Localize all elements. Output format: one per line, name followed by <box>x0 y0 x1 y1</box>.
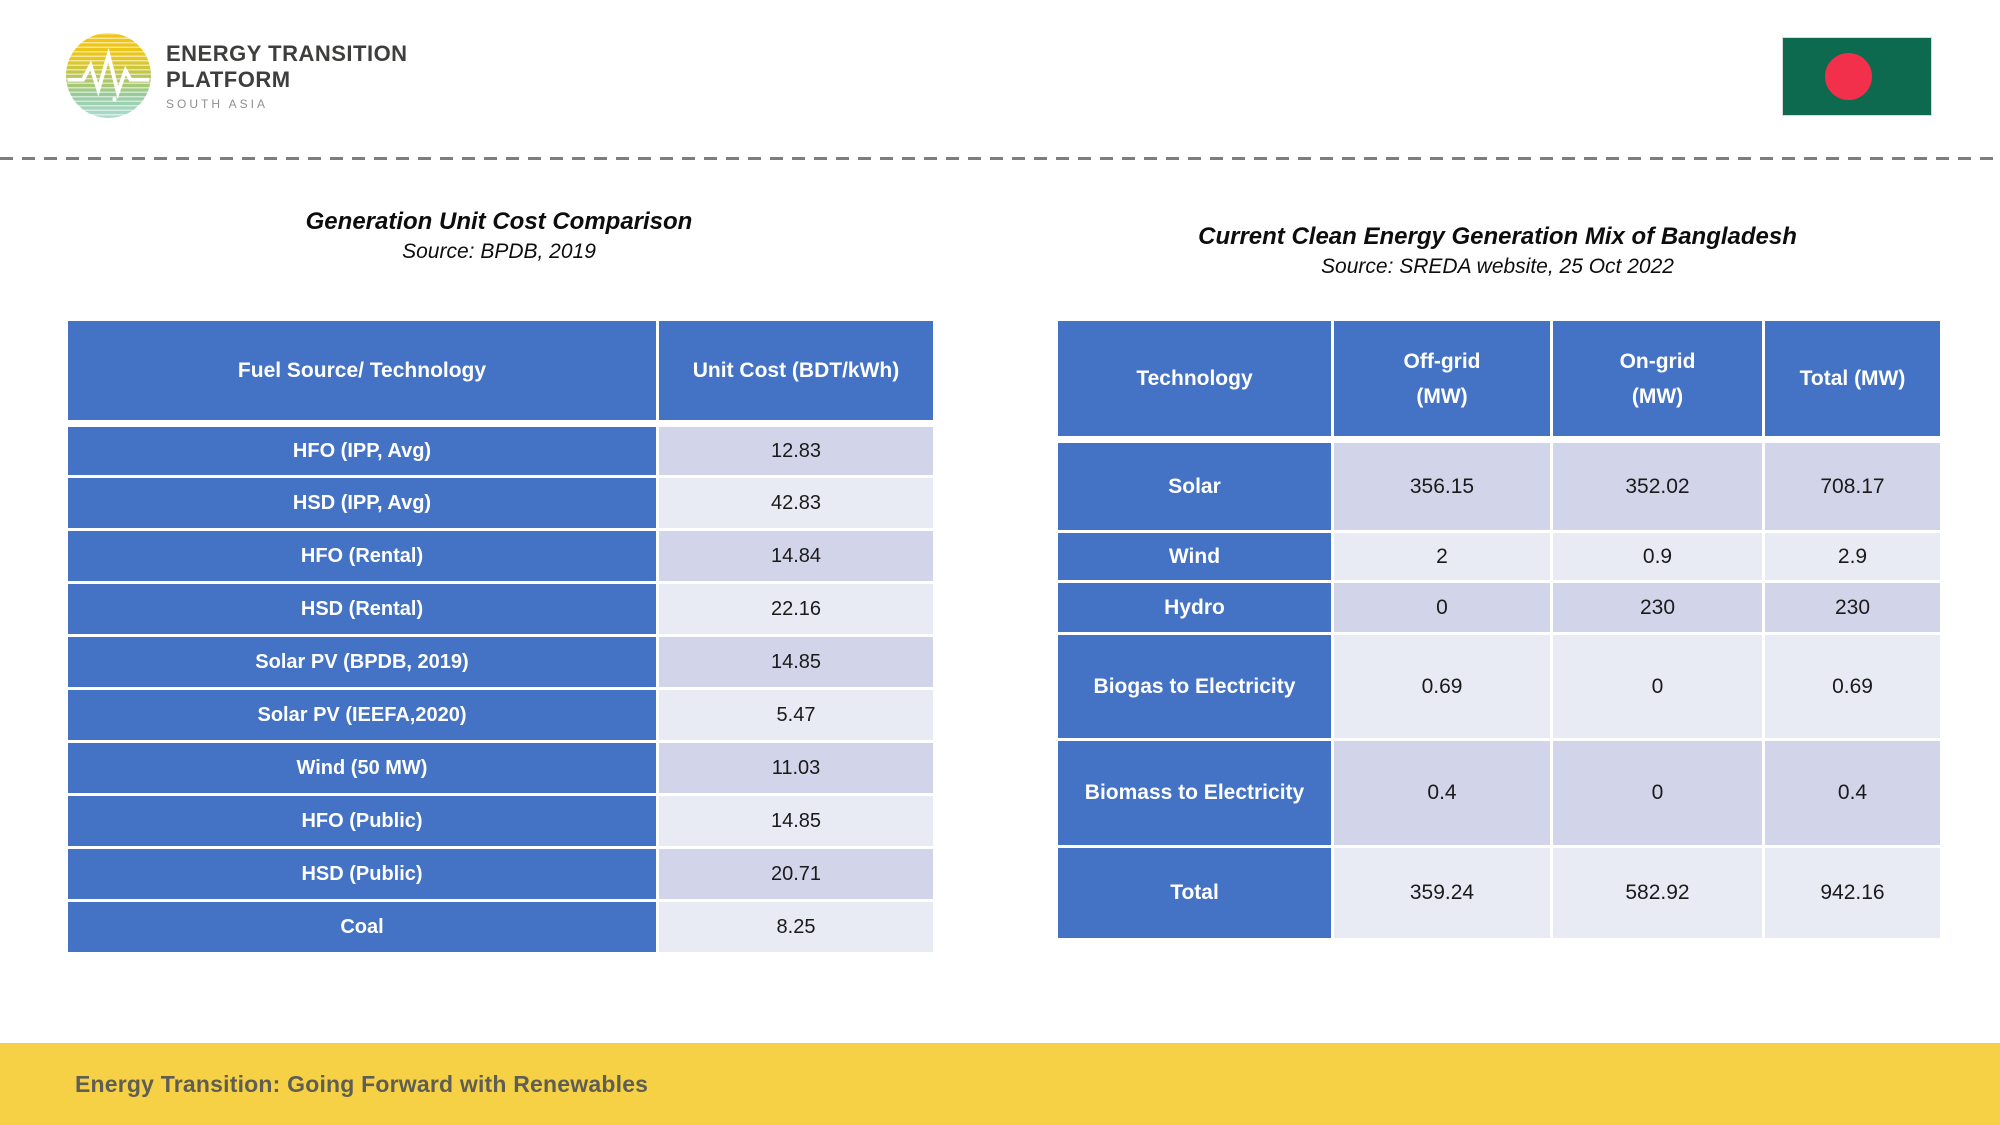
offgrid-value: 0.69 <box>1331 632 1553 741</box>
left-table-title: Generation Unit Cost Comparison <box>305 208 693 235</box>
unit-cost-value: 14.85 <box>656 793 936 849</box>
fuel-label: HFO (IPP, Avg) <box>65 422 659 478</box>
right-table-source: Source: SREDA website, 25 Oct 2022 <box>1321 255 1674 278</box>
total-value: 942.16 <box>1762 845 1943 941</box>
dashed-divider <box>0 157 2000 160</box>
column-header-ongrid: On-grid (MW) <box>1550 318 1765 443</box>
fuel-label: HSD (Rental) <box>65 581 659 637</box>
offgrid-value: 2 <box>1331 530 1553 583</box>
table-row: Solar 356.15 352.02 708.17 <box>1055 438 1943 533</box>
ongrid-value: 0 <box>1550 738 1765 848</box>
energy-transition-platform-logo: ENERGY TRANSITION PLATFORM SOUTH ASIA <box>66 33 408 118</box>
unit-cost-table: Fuel Source/ Technology Unit Cost (BDT/k… <box>65 318 936 955</box>
fuel-label: HFO (Rental) <box>65 528 659 584</box>
table-row: Solar PV (BPDB, 2019) 14.85 <box>65 634 936 690</box>
total-value: 0.69 <box>1762 632 1943 741</box>
technology-label: Hydro <box>1055 580 1334 635</box>
table-row: Total 359.24 582.92 942.16 <box>1055 845 1943 941</box>
technology-label: Solar <box>1055 438 1334 533</box>
technology-label: Biogas to Electricity <box>1055 632 1334 741</box>
offgrid-value: 356.15 <box>1331 438 1553 533</box>
offgrid-value: 359.24 <box>1331 845 1553 941</box>
logo-title-line1: ENERGY TRANSITION <box>166 40 408 66</box>
unit-cost-value: 11.03 <box>656 740 936 796</box>
total-value: 230 <box>1762 580 1943 635</box>
total-value: 2.9 <box>1762 530 1943 583</box>
offgrid-value: 0.4 <box>1331 738 1553 848</box>
fuel-label: Coal <box>65 899 659 955</box>
ongrid-value: 0.9 <box>1550 530 1765 583</box>
bangladesh-flag-icon <box>1783 38 1931 115</box>
technology-label: Wind <box>1055 530 1334 583</box>
footer-title: Energy Transition: Going Forward with Re… <box>75 1071 649 1097</box>
ongrid-value: 230 <box>1550 580 1765 635</box>
fuel-label: HFO (Public) <box>65 793 659 849</box>
table-row: Wind (50 MW) 11.03 <box>65 740 936 796</box>
unit-cost-value: 20.71 <box>656 846 936 902</box>
table-row: Biogas to Electricity 0.69 0 0.69 <box>1055 632 1943 741</box>
unit-cost-value: 12.83 <box>656 422 936 478</box>
offgrid-value: 0 <box>1331 580 1553 635</box>
unit-cost-value: 5.47 <box>656 687 936 743</box>
column-header-unit-cost: Unit Cost (BDT/kWh) <box>656 318 936 427</box>
column-header-technology: Technology <box>1055 318 1334 443</box>
fuel-label: Wind (50 MW) <box>65 740 659 796</box>
right-table-title: Current Clean Energy Generation Mix of B… <box>1198 223 1797 250</box>
ongrid-value: 0 <box>1550 632 1765 741</box>
logo-waveform-icon <box>66 33 151 118</box>
fuel-label: Solar PV (BPDB, 2019) <box>65 634 659 690</box>
unit-cost-value: 42.83 <box>656 475 936 531</box>
unit-cost-value: 14.85 <box>656 634 936 690</box>
clean-energy-mix-table: Technology Off-grid (MW) On-grid (MW) To… <box>1055 318 1943 941</box>
column-header-offgrid: Off-grid (MW) <box>1331 318 1553 443</box>
table-row: Coal 8.25 <box>65 899 936 955</box>
table-row: HSD (IPP, Avg) 42.83 <box>65 475 936 531</box>
table-row: Hydro 0 230 230 <box>1055 580 1943 635</box>
table-row: HSD (Public) 20.71 <box>65 846 936 902</box>
table-row: Biomass to Electricity 0.4 0 0.4 <box>1055 738 1943 848</box>
right-table-title-block: Current Clean Energy Generation Mix of B… <box>1055 222 1940 281</box>
logo-text: ENERGY TRANSITION PLATFORM SOUTH ASIA <box>166 41 408 111</box>
left-table-source: Source: BPDB, 2019 <box>402 240 596 263</box>
flag-red-circle <box>1825 53 1872 100</box>
technology-label: Biomass to Electricity <box>1055 738 1334 848</box>
unit-cost-value: 8.25 <box>656 899 936 955</box>
logo-title-line2: PLATFORM <box>166 66 291 92</box>
table-row: HFO (Public) 14.85 <box>65 793 936 849</box>
table-row: HFO (IPP, Avg) 12.83 <box>65 422 936 478</box>
technology-label: Total <box>1055 845 1334 941</box>
fuel-label: HSD (Public) <box>65 846 659 902</box>
table-row: HFO (Rental) 14.84 <box>65 528 936 584</box>
unit-cost-header-row: Fuel Source/ Technology Unit Cost (BDT/k… <box>65 318 936 427</box>
unit-cost-value: 22.16 <box>656 581 936 637</box>
footer-bar: Energy Transition: Going Forward with Re… <box>0 1043 2000 1125</box>
table-row: Solar PV (IEEFA,2020) 5.47 <box>65 687 936 743</box>
fuel-label: HSD (IPP, Avg) <box>65 475 659 531</box>
ongrid-value: 582.92 <box>1550 845 1765 941</box>
unit-cost-value: 14.84 <box>656 528 936 584</box>
ongrid-value: 352.02 <box>1550 438 1765 533</box>
energy-mix-header-row: Technology Off-grid (MW) On-grid (MW) To… <box>1055 318 1943 443</box>
logo-subtitle: SOUTH ASIA <box>166 96 269 111</box>
table-row: Wind 2 0.9 2.9 <box>1055 530 1943 583</box>
table-row: HSD (Rental) 22.16 <box>65 581 936 637</box>
left-table-title-block: Generation Unit Cost Comparison Source: … <box>65 207 933 266</box>
total-value: 0.4 <box>1762 738 1943 848</box>
fuel-label: Solar PV (IEEFA,2020) <box>65 687 659 743</box>
column-header-fuel-source: Fuel Source/ Technology <box>65 318 659 427</box>
total-value: 708.17 <box>1762 438 1943 533</box>
column-header-total: Total (MW) <box>1762 318 1943 443</box>
